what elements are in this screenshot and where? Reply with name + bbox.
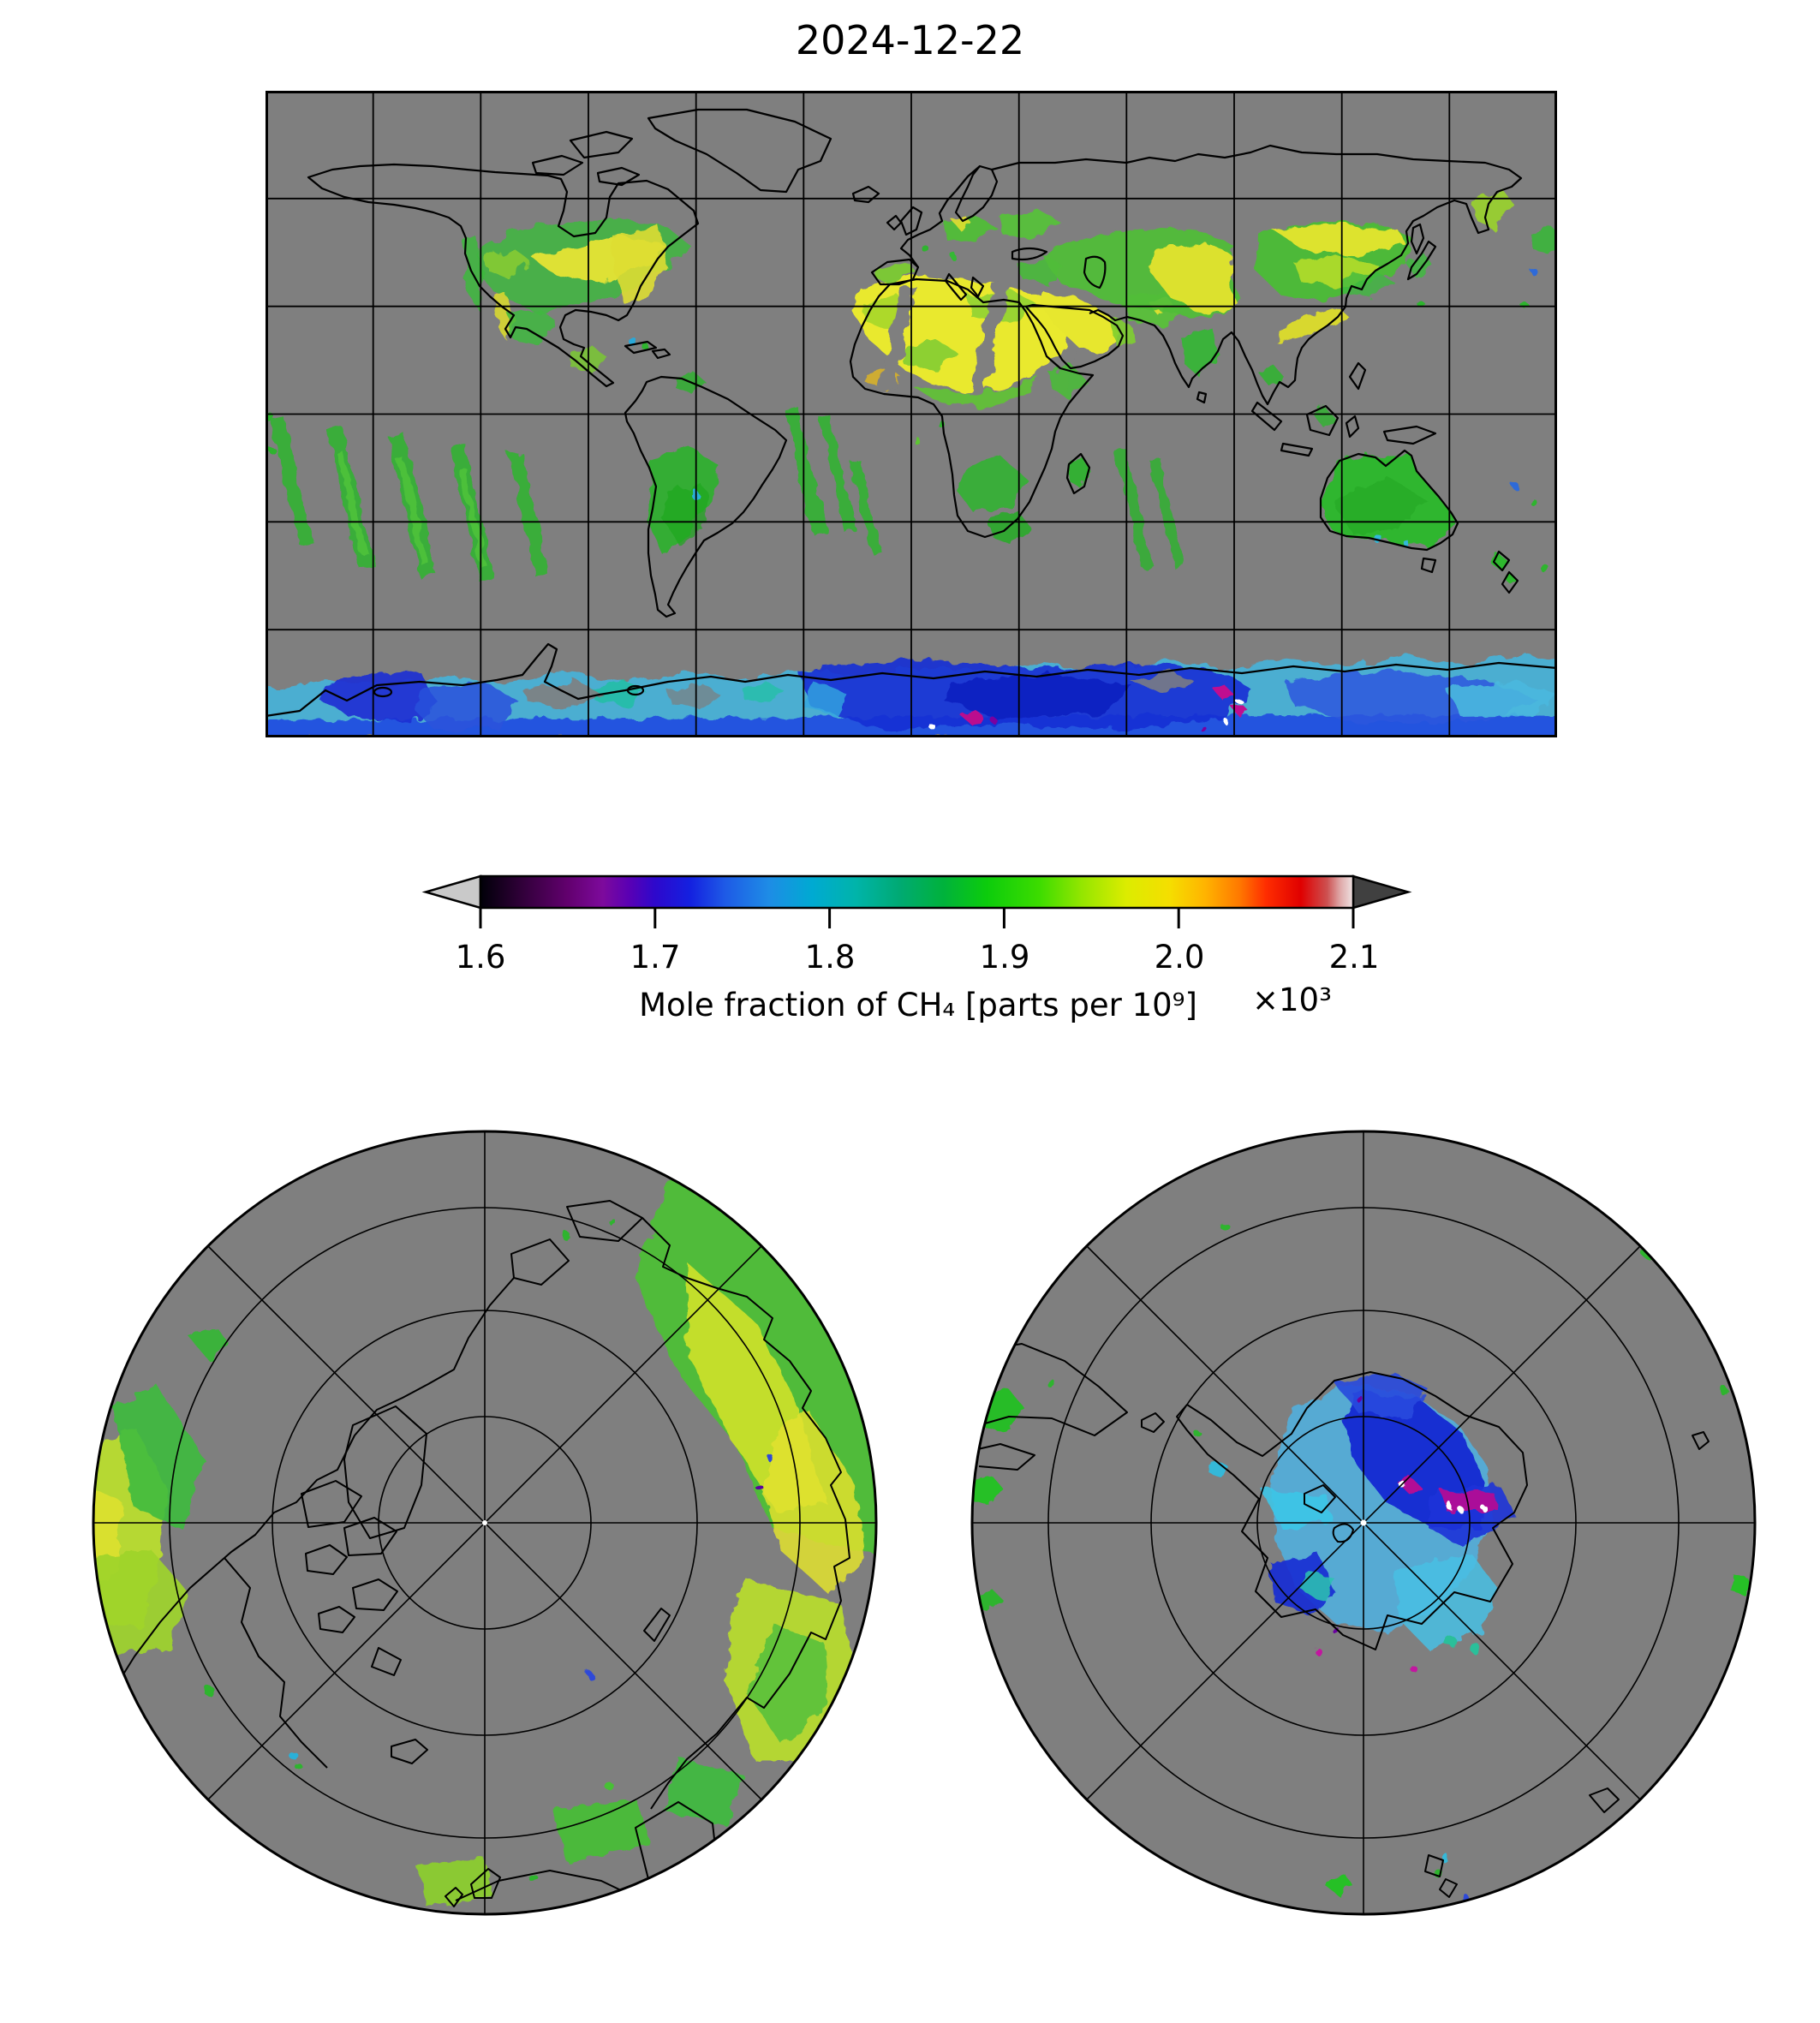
north-data-layer <box>93 1167 876 1907</box>
colorbar-tick-label: 1.8 <box>804 939 856 976</box>
map-border <box>266 91 1557 737</box>
south-map-border <box>970 1130 1757 1916</box>
colorbar-tick-label: 1.7 <box>630 939 681 976</box>
global-map-panel <box>266 91 1557 737</box>
data-asia <box>1041 189 1557 427</box>
colorbar-tick-label: 1.9 <box>979 939 1030 976</box>
north-polar-map <box>92 1130 878 1916</box>
colorbar-label: Mole fraction of CH₄ [parts per 10⁹] <box>639 987 1197 1023</box>
south-coastlines <box>972 1343 1710 1898</box>
colorbar-tick-label: 2.1 <box>1328 939 1380 976</box>
coastlines <box>266 108 1557 718</box>
colorbar-tick-label: 2.0 <box>1154 939 1205 976</box>
colorbar-under-arrow <box>421 874 482 910</box>
north-polar-panel <box>87 1125 882 1920</box>
north-pole-dot <box>482 1520 487 1525</box>
colorbar <box>420 870 1422 934</box>
colorbar-svg <box>421 874 1412 928</box>
north-coastlines <box>99 1200 850 1907</box>
south-polar-panel <box>966 1125 1761 1920</box>
data-south-america-and-swaths <box>270 372 881 583</box>
colorbar-offset-label: ×10³ <box>1252 982 1332 1018</box>
colorbar-gradient <box>479 874 1355 910</box>
north-map-border <box>92 1130 878 1916</box>
global-map <box>266 91 1557 737</box>
colorbar-tick-label: 1.6 <box>455 939 506 976</box>
graticule <box>266 91 1557 737</box>
data-australia <box>1113 447 1551 585</box>
south-pole-dot <box>1360 1519 1367 1526</box>
south-data-layer <box>972 1222 1749 1905</box>
colorbar-tick-marks <box>479 908 1355 928</box>
colorbar-over-arrow <box>1352 874 1412 910</box>
south-polar-map <box>970 1130 1757 1916</box>
figure-title: 2024-12-22 <box>795 17 1025 63</box>
